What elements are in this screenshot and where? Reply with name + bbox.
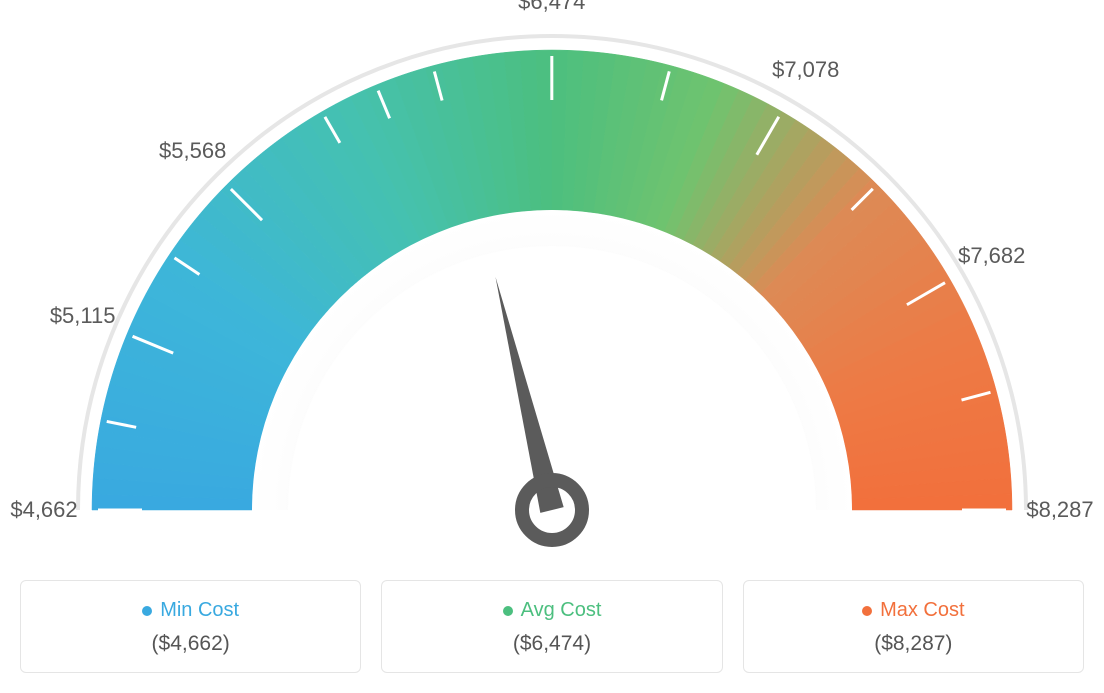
legend-value: ($4,662) (31, 632, 350, 656)
legend-top: Avg Cost (503, 599, 602, 622)
legend-label: Min Cost (160, 599, 239, 622)
gauge-area: $4,662$5,115$5,568$6,474$7,078$7,682$8,2… (20, 20, 1084, 550)
legend-dot-icon (503, 606, 513, 616)
legend-top: Max Cost (862, 599, 964, 622)
legend-dot-icon (142, 606, 152, 616)
gauge-svg (20, 20, 1084, 550)
gauge-scale-label: $5,115 (50, 303, 116, 329)
legend-dot-icon (862, 606, 872, 616)
legend-card: Min Cost ($4,662) (20, 580, 361, 673)
legend-value: ($8,287) (754, 632, 1073, 656)
legend-label: Avg Cost (521, 599, 602, 622)
legend-card: Max Cost ($8,287) (743, 580, 1084, 673)
gauge-chart: $4,662$5,115$5,568$6,474$7,078$7,682$8,2… (20, 20, 1084, 673)
legend-card: Avg Cost ($6,474) (381, 580, 722, 673)
legend-value: ($6,474) (392, 632, 711, 656)
gauge-scale-label: $7,078 (772, 57, 839, 83)
legend-top: Min Cost (142, 599, 239, 622)
legend-row: Min Cost ($4,662) Avg Cost ($6,474) Max Cost… (20, 580, 1084, 673)
gauge-scale-label: $5,568 (159, 138, 226, 164)
gauge-scale-label: $6,474 (518, 0, 585, 15)
gauge-scale-label: $4,662 (10, 497, 77, 523)
gauge-scale-label: $8,287 (1026, 497, 1093, 523)
gauge-scale-label: $7,682 (958, 243, 1025, 269)
legend-label: Max Cost (880, 599, 964, 622)
